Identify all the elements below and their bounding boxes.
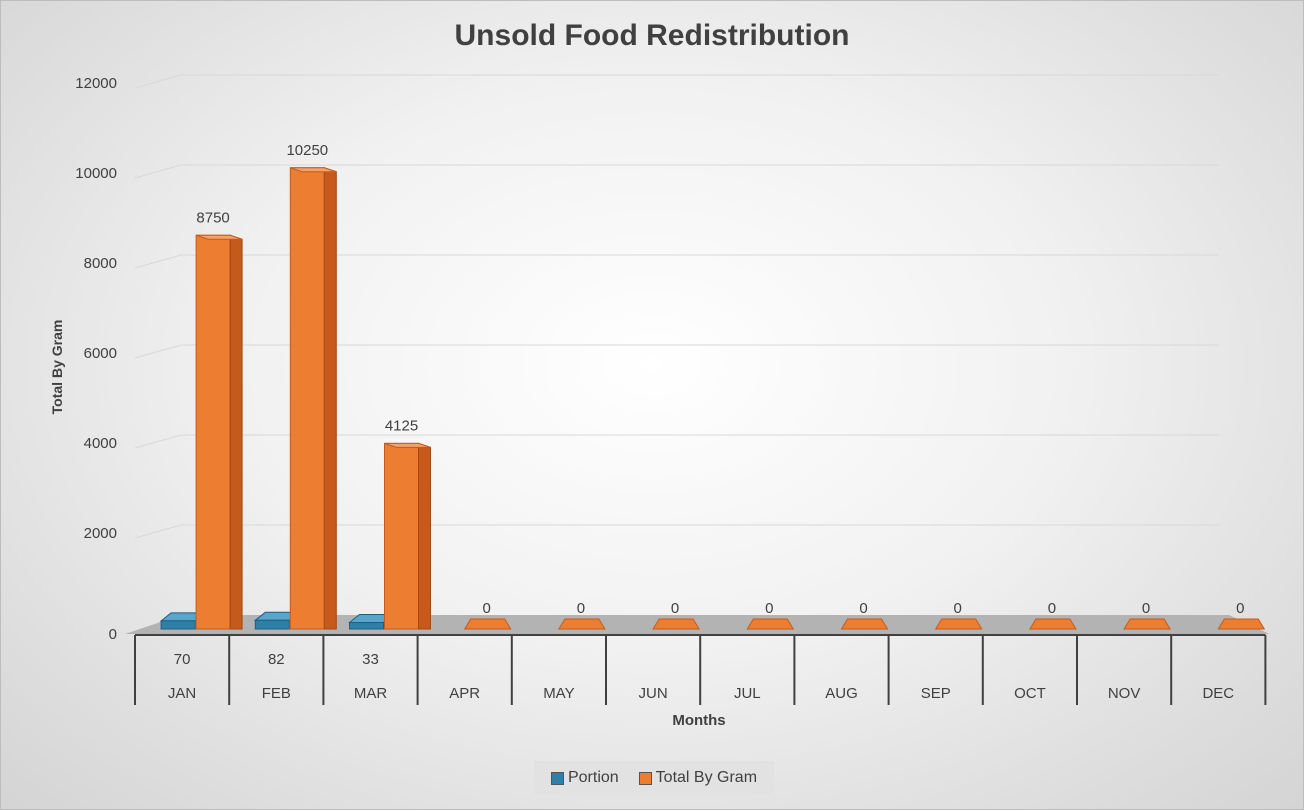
total-bar-top bbox=[290, 167, 337, 173]
x-tick-label: JUL bbox=[734, 685, 761, 702]
y-tick-label: 2000 bbox=[84, 525, 117, 542]
x-tick-label: APR bbox=[449, 685, 480, 702]
total-bar bbox=[463, 618, 512, 630]
total-bar-side bbox=[229, 234, 243, 630]
y-tick-label: 12000 bbox=[75, 75, 117, 92]
gridline-diagonal bbox=[134, 344, 182, 359]
total-data-label: 0 bbox=[1142, 600, 1150, 617]
portion-data-label: 33 bbox=[362, 651, 379, 668]
total-bar-side bbox=[323, 167, 337, 630]
total-bar bbox=[840, 618, 889, 630]
total-bar bbox=[558, 618, 606, 630]
y-axis-title: Total By Gram bbox=[49, 320, 65, 415]
x-tick-label: JAN bbox=[168, 685, 196, 702]
legend: Portion Total By Gram bbox=[534, 761, 774, 795]
x-tick-label: JUN bbox=[639, 685, 668, 702]
gridline-diagonal bbox=[134, 434, 182, 449]
gridline-diagonal bbox=[134, 254, 182, 269]
total-data-label: 10250 bbox=[286, 142, 328, 159]
y-tick-label: 8000 bbox=[84, 255, 117, 272]
total-bar bbox=[934, 618, 983, 630]
legend-swatch-total bbox=[638, 771, 652, 785]
y-tick-label: 0 bbox=[109, 626, 117, 643]
total-data-label: 0 bbox=[1048, 600, 1056, 617]
legend-label-total: Total By Gram bbox=[655, 769, 758, 786]
total-data-label: 0 bbox=[954, 600, 962, 617]
y-tick-label: 10000 bbox=[75, 165, 117, 182]
legend-swatch-portion bbox=[550, 771, 564, 785]
x-tick-label: FEB bbox=[262, 685, 291, 702]
total-bar-top bbox=[195, 234, 243, 240]
total-bar-side bbox=[418, 442, 431, 630]
portion-data-label: 70 bbox=[174, 651, 191, 668]
x-axis-title: Months bbox=[672, 712, 725, 729]
x-tick-label: SEP bbox=[921, 685, 951, 702]
gridline-diagonal bbox=[134, 74, 182, 89]
total-data-label: 0 bbox=[1236, 600, 1244, 617]
total-bar-top bbox=[384, 442, 431, 448]
legend-label-portion: Portion bbox=[567, 769, 619, 786]
total-data-label: 0 bbox=[765, 600, 773, 617]
total-data-label: 0 bbox=[859, 600, 867, 617]
total-bar bbox=[746, 618, 795, 630]
total-bar bbox=[652, 618, 700, 630]
x-tick-label: NOV bbox=[1108, 685, 1141, 702]
total-bar bbox=[1123, 618, 1171, 630]
portion-data-label: 82 bbox=[268, 651, 285, 668]
portion-bar bbox=[349, 622, 384, 630]
y-tick-label: 6000 bbox=[84, 345, 117, 362]
legend-item-portion[interactable]: Portion bbox=[550, 769, 619, 787]
legend-item-total[interactable]: Total By Gram bbox=[638, 769, 758, 787]
total-data-label: 4125 bbox=[385, 417, 418, 434]
x-tick-label: MAY bbox=[543, 685, 574, 702]
y-tick-label: 4000 bbox=[84, 435, 117, 452]
total-data-label: 0 bbox=[577, 600, 585, 617]
portion-bar bbox=[254, 619, 290, 630]
total-data-label: 0 bbox=[483, 600, 491, 617]
x-tick-label: DEC bbox=[1202, 685, 1234, 702]
total-data-label: 0 bbox=[671, 600, 679, 617]
total-bar bbox=[1217, 618, 1266, 630]
total-bar bbox=[195, 234, 231, 630]
x-tick-label: OCT bbox=[1014, 685, 1046, 702]
portion-bar bbox=[160, 620, 196, 630]
total-bar bbox=[1029, 618, 1077, 630]
chart-title: Unsold Food Redistribution bbox=[454, 19, 850, 52]
gridline-diagonal bbox=[134, 524, 182, 539]
gridline-diagonal bbox=[134, 164, 182, 179]
x-tick-label: AUG bbox=[825, 685, 858, 702]
x-tick-label: MAR bbox=[354, 685, 388, 702]
total-bar bbox=[289, 167, 325, 630]
total-bar bbox=[384, 442, 419, 630]
total-data-label: 8750 bbox=[196, 209, 229, 226]
